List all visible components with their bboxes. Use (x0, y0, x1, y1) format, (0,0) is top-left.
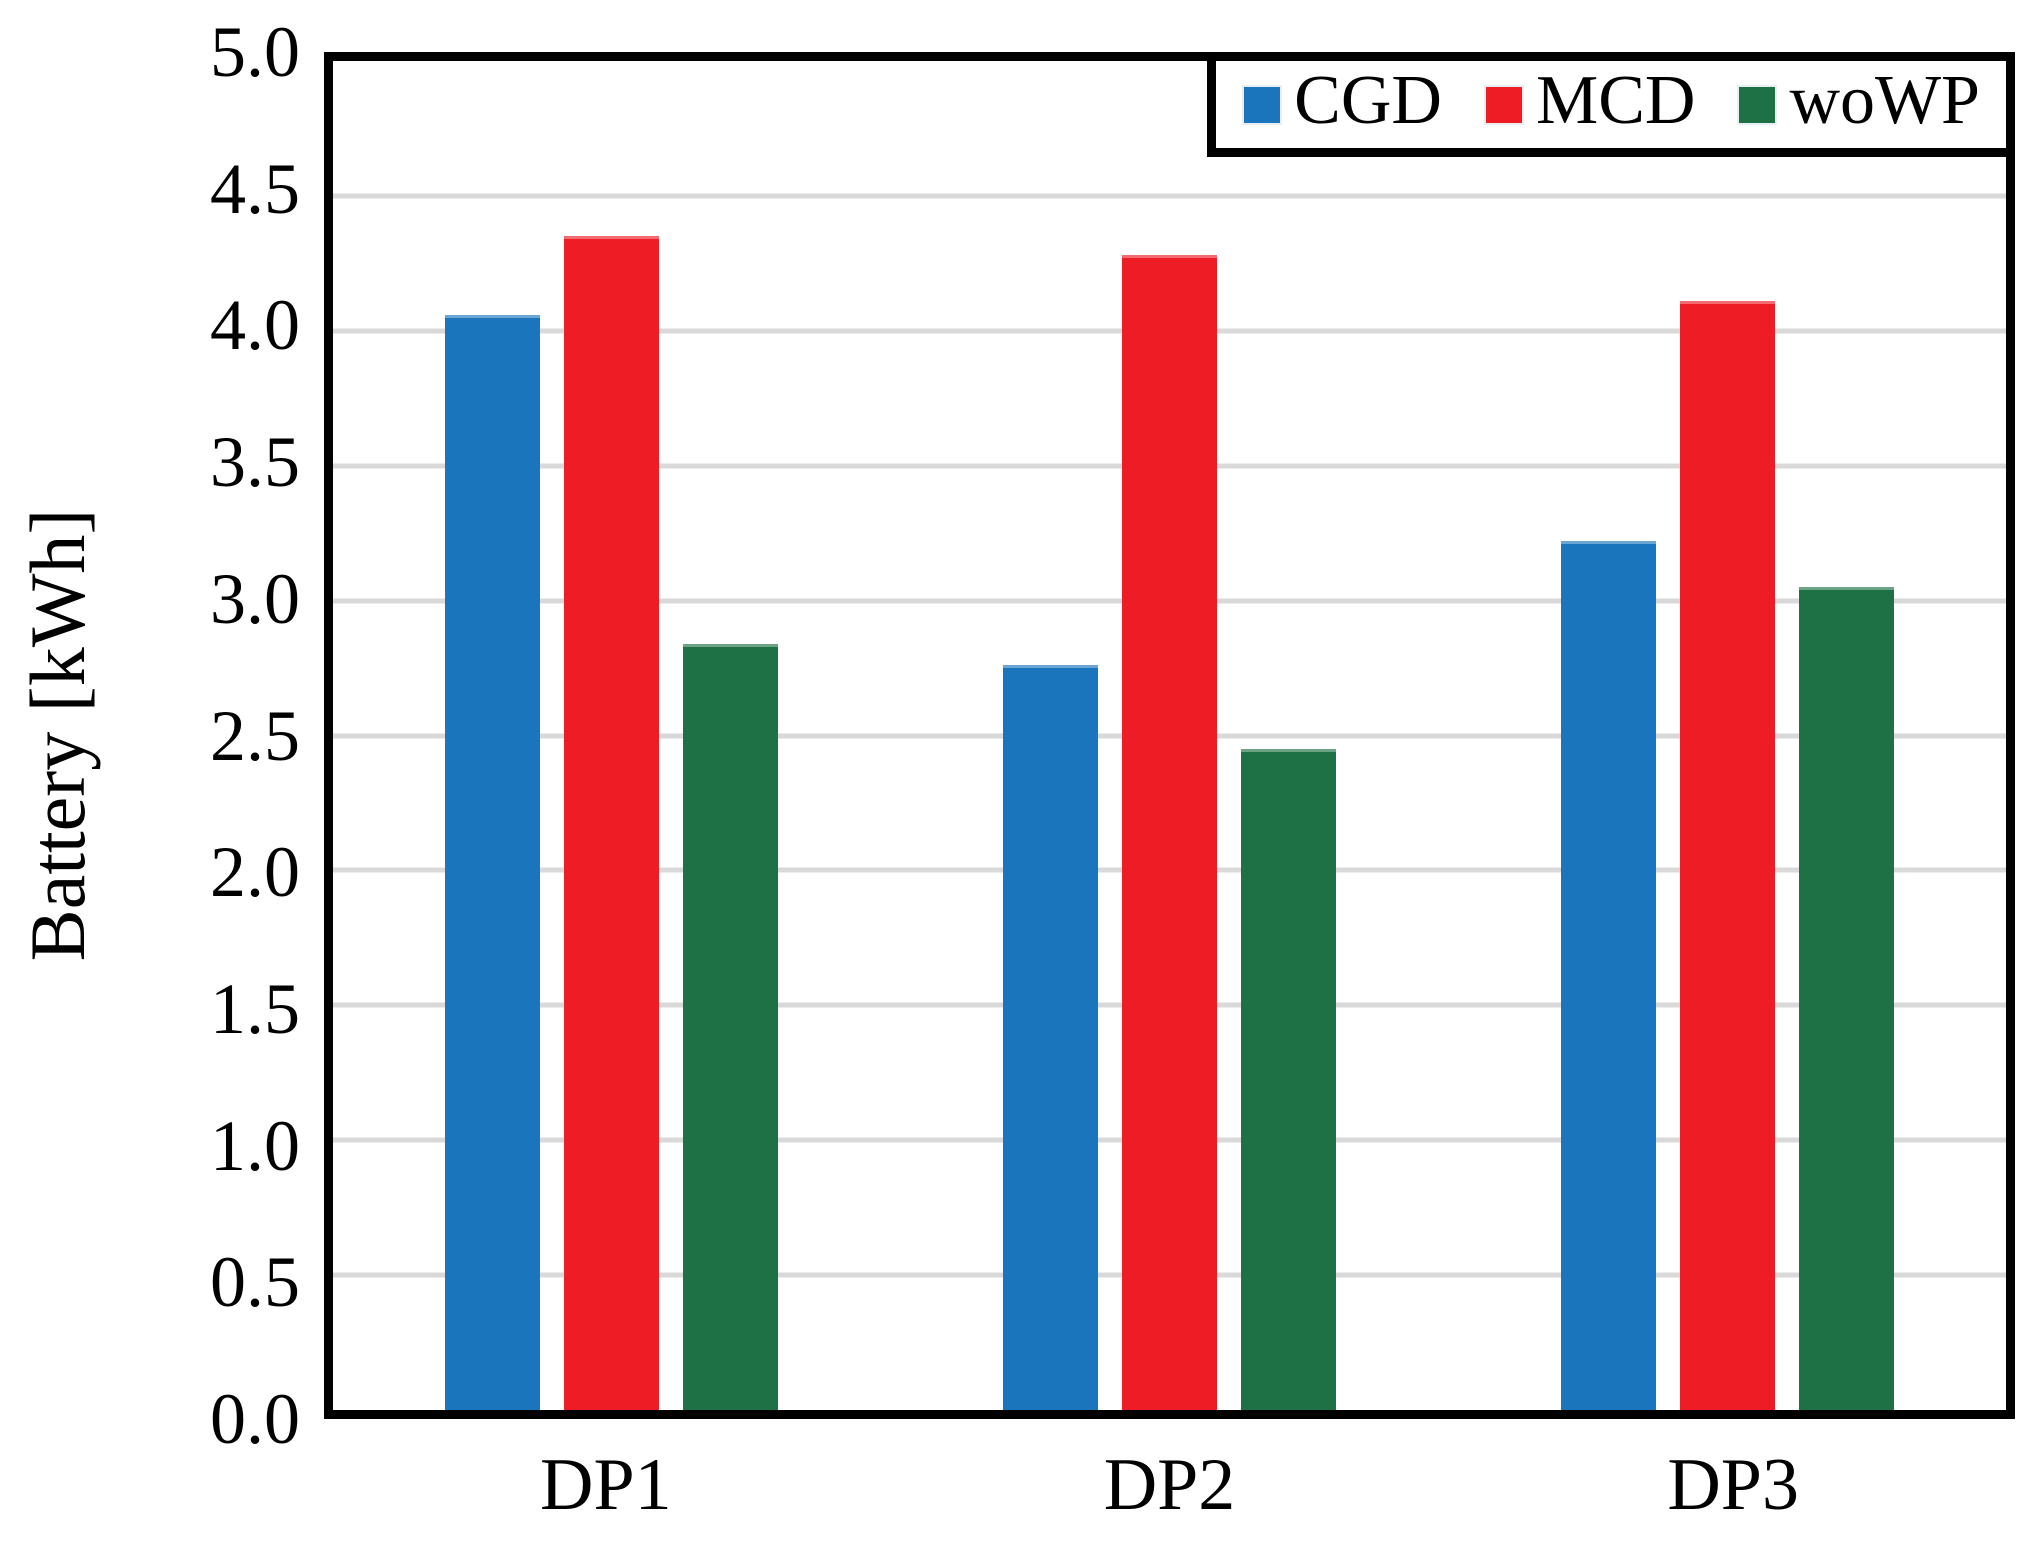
y-tick-label-4.0: 4.0 (210, 285, 300, 366)
y-tick-label-2.0: 2.0 (210, 832, 300, 913)
legend-label-MCD: MCD (1535, 61, 1696, 139)
y-tick-label-0.5: 0.5 (210, 1242, 300, 1323)
bar-CGD-DP1 (445, 314, 541, 1410)
y-tick-label-5.0: 5.0 (210, 12, 300, 92)
y-tick-label-0.0: 0.0 (210, 1379, 300, 1459)
y-tick-label-3.5: 3.5 (210, 422, 300, 503)
bar-group-DP2 (891, 61, 1449, 1410)
y-tick-label-2.5: 2.5 (210, 695, 300, 776)
legend-item-MCD: MCD (1483, 65, 1695, 140)
bar-group-DP1 (333, 61, 891, 1410)
x-axis-label-DP2: DP2 (1103, 1444, 1236, 1526)
y-tick-label-1.0: 1.0 (210, 1105, 300, 1186)
legend-item-CGD: CGD (1242, 65, 1442, 140)
bar-MCD-DP2 (1122, 255, 1217, 1410)
bar-CGD-DP2 (1003, 665, 1098, 1410)
bar-woWP-DP3 (1798, 587, 1894, 1410)
x-axis-label-DP3: DP3 (1667, 1444, 1799, 1526)
plot-area: CGD MCD woWP (324, 52, 2015, 1419)
bar-CGD-DP3 (1560, 541, 1656, 1410)
legend-item-woWP: woWP (1737, 65, 1980, 140)
bar-MCD-DP1 (564, 236, 660, 1410)
legend-swatch-icon-CGD (1242, 84, 1283, 125)
bar-groups (333, 61, 2006, 1410)
bar-woWP-DP1 (683, 643, 779, 1410)
bar-MCD-DP3 (1679, 301, 1775, 1410)
legend-swatch-icon-woWP (1737, 84, 1778, 125)
legend: CGD MCD woWP (1207, 52, 2015, 157)
legend-label-CGD: CGD (1294, 61, 1442, 139)
y-tick-label-3.0: 3.0 (210, 558, 300, 639)
y-tick-label-1.5: 1.5 (210, 968, 300, 1049)
bar-group-DP3 (1448, 61, 2006, 1410)
legend-label-woWP: woWP (1789, 61, 1980, 139)
x-axis-label-DP1: DP1 (540, 1444, 672, 1526)
y-tick-label-4.5: 4.5 (210, 148, 300, 229)
legend-swatch-icon-MCD (1483, 84, 1524, 125)
gridline (333, 193, 2006, 199)
bar-woWP-DP2 (1241, 749, 1336, 1410)
